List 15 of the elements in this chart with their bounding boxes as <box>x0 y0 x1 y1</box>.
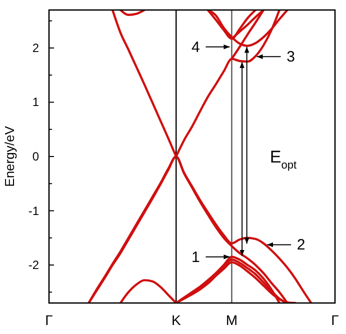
x-tick-label: Γ <box>331 312 340 328</box>
y-tick-label: -1 <box>28 204 40 218</box>
x-tick-label: K <box>171 312 182 328</box>
y-tick-label: 1 <box>32 95 40 110</box>
y-tick-label: 0 <box>32 150 40 164</box>
y-axis-title: Energy/eV <box>2 126 17 187</box>
x-tick-label: Γ <box>45 312 54 328</box>
annotation: 1 <box>192 248 200 266</box>
x-tick-label: M <box>226 312 238 328</box>
annotation: 4 <box>192 38 200 56</box>
annotation: 2 <box>296 236 306 254</box>
y-tick-label: -2 <box>28 258 40 272</box>
y-tick-label: 2 <box>32 40 40 55</box>
annotation: 3 <box>286 48 295 66</box>
annotation: E$_{opt}$ <box>270 148 297 172</box>
